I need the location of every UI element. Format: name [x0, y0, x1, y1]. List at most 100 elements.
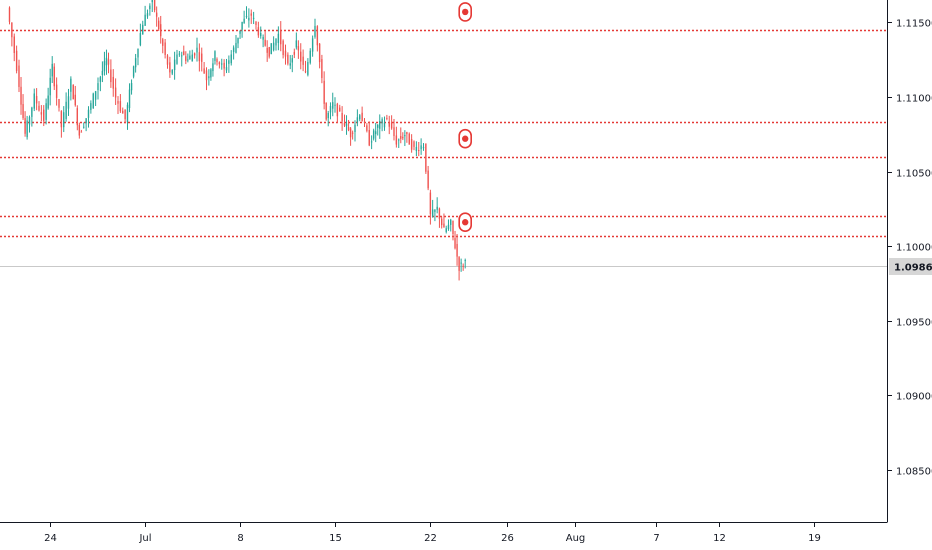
candle-body-up — [445, 228, 447, 232]
candle-body-up — [415, 146, 418, 152]
candle-body-up — [329, 106, 332, 113]
candle-body-up — [142, 24, 144, 35]
candle-body-up — [237, 37, 239, 44]
price-axis[interactable]: 1.11500 1.11000 1.10500 1.10000 1.09500 1.090… — [887, 19, 932, 478]
candle-body-up — [334, 104, 336, 106]
marker-dot — [462, 219, 469, 226]
candle-body-up — [232, 47, 235, 52]
candle-body-down — [264, 39, 266, 46]
candle-body-down — [112, 76, 114, 89]
time-tick-label: Jul — [138, 533, 151, 544]
price-tick-label: 1.08500 — [896, 467, 932, 478]
candle-body-up — [191, 54, 193, 62]
candle-body-up — [381, 119, 383, 124]
candle-body-up — [130, 83, 133, 91]
candle-body-down — [169, 62, 171, 73]
candle-body-down — [114, 87, 117, 98]
time-tick-label: 26 — [501, 533, 514, 544]
candle-body-down — [198, 52, 201, 62]
candle-body-up — [212, 63, 214, 72]
candle-body-up — [307, 62, 309, 75]
candle-body-up — [228, 60, 230, 64]
candle-body-down — [74, 94, 76, 106]
candle-body-up — [92, 93, 94, 109]
candle-body-down — [193, 53, 196, 56]
candle-body-down — [349, 128, 352, 138]
candle-body-up — [291, 58, 293, 63]
candle-body-down — [300, 51, 302, 62]
candle-body-up — [49, 77, 51, 96]
axes-layer — [0, 0, 888, 523]
candle-body-up — [404, 135, 406, 137]
candle-body-down — [418, 149, 420, 151]
candle-body-down — [24, 118, 26, 134]
candle-body-down — [255, 21, 257, 25]
time-axis[interactable]: 24 Jul 8 15 22 26 Aug 7 12 19 — [44, 522, 821, 545]
candle-body-up — [97, 83, 99, 91]
candle-body-up — [181, 55, 183, 57]
candle-body-down — [72, 84, 74, 100]
candle-body-down — [406, 132, 408, 135]
markers-layer — [458, 2, 473, 233]
candle-body-down — [321, 59, 323, 78]
candle-body-down — [22, 104, 24, 118]
candle-body-down — [361, 112, 363, 122]
candle-body-down — [452, 220, 454, 234]
candle-body-up — [67, 96, 70, 109]
time-tick-label: 7 — [653, 533, 659, 544]
price-tick-label: 1.10500 — [896, 169, 932, 180]
candle-body-down — [257, 27, 260, 36]
candle-body-up — [85, 118, 87, 124]
candle-body-down — [20, 86, 22, 105]
candle-body-down — [223, 62, 225, 69]
candle-body-up — [99, 77, 102, 82]
candle-body-down — [43, 109, 45, 121]
candle-body-down — [117, 100, 119, 104]
candle-body-down — [216, 58, 218, 63]
candle-body-down — [8, 7, 11, 22]
candle-body-down — [166, 55, 169, 65]
candle-body-up — [33, 93, 35, 109]
candle-body-down — [351, 132, 354, 134]
candle-body-up — [210, 69, 212, 78]
candle-body-up — [221, 63, 223, 65]
candle-body-down — [402, 136, 404, 139]
candle-body-down — [438, 208, 441, 219]
candle-body-up — [139, 33, 142, 46]
candle-body-down — [347, 127, 350, 131]
time-tick-label: 22 — [424, 533, 437, 544]
candle-body-up — [239, 30, 241, 34]
candle-body-down — [164, 42, 166, 55]
time-tick-label: 8 — [237, 533, 243, 544]
candle-body-up — [327, 112, 329, 119]
candle-body-down — [162, 39, 164, 46]
candle-body-up — [243, 18, 245, 24]
candle-body-down — [157, 20, 160, 30]
candle-body-up — [171, 70, 173, 74]
marker-dot — [462, 8, 469, 16]
time-tick-label: 12 — [713, 533, 726, 544]
candle-body-up — [245, 15, 248, 17]
candles-layer — [8, 0, 466, 281]
candle-body-down — [458, 257, 460, 271]
candle-body-down — [318, 43, 321, 63]
candle-body-down — [80, 131, 83, 133]
candle-body-down — [425, 143, 427, 172]
candle-body-up — [65, 101, 67, 119]
candle-body-down — [462, 265, 464, 267]
candle-body-down — [410, 139, 413, 150]
candle-body-down — [250, 13, 252, 16]
candle-body-up — [126, 104, 129, 123]
candle-body-up — [128, 89, 131, 109]
candle-body-down — [343, 122, 346, 126]
candle-body-down — [341, 113, 343, 122]
candle-body-down — [427, 170, 429, 189]
candle-body-down — [293, 51, 296, 55]
target-marker-icon — [458, 128, 473, 149]
candle-body-up — [359, 115, 361, 120]
candle-body-up — [103, 61, 106, 72]
candle-body-down — [119, 101, 122, 112]
last-price-badge-bg — [889, 258, 932, 275]
